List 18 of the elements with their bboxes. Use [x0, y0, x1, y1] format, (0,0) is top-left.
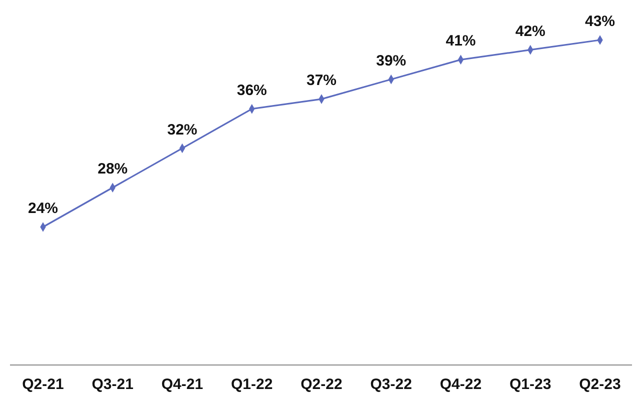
data-label: 37%: [306, 72, 337, 90]
x-tick-label: Q2-21: [22, 376, 64, 393]
data-label: 42%: [515, 22, 546, 40]
x-tick-label: Q1-23: [510, 376, 552, 393]
x-tick-label: Q3-21: [92, 376, 134, 393]
x-tick-label: Q2-22: [300, 376, 342, 393]
x-tick-label: Q4-21: [161, 376, 204, 393]
data-label: 24%: [28, 200, 58, 217]
data-label: 32%: [167, 121, 198, 138]
x-tick-label: Q4-22: [440, 376, 482, 393]
data-label: 41%: [446, 32, 476, 50]
data-label: 39%: [376, 52, 406, 70]
x-tick-label: Q3-22: [370, 376, 412, 393]
x-tick-label: Q2-23: [579, 376, 621, 393]
data-label: 28%: [98, 160, 128, 178]
data-label: 43%: [584, 13, 616, 30]
data-label: 36%: [236, 82, 267, 99]
x-tick-label: Q1-22: [231, 376, 273, 393]
